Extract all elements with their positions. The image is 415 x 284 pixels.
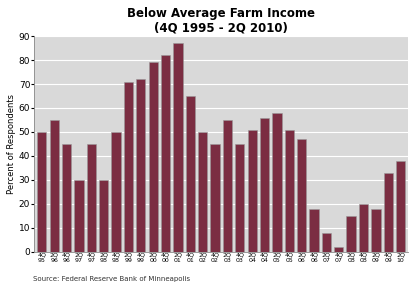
Bar [359,204,368,252]
Bar [149,62,158,252]
Bar [309,209,319,252]
Bar [383,173,393,252]
Y-axis label: Percent of Respondents: Percent of Respondents [7,94,16,194]
Bar [136,79,145,252]
Bar [161,55,170,252]
Bar [260,118,269,252]
Bar [235,144,244,252]
Bar [371,209,381,252]
Bar [198,132,208,252]
Bar [87,144,96,252]
Bar [347,216,356,252]
Title: Below Average Farm Income
(4Q 1995 - 2Q 2010): Below Average Farm Income (4Q 1995 - 2Q … [127,7,315,35]
Bar [223,120,232,252]
Bar [173,43,183,252]
Bar [74,180,83,252]
Bar [99,180,108,252]
Bar [396,161,405,252]
Bar [49,120,59,252]
Bar [186,96,195,252]
Bar [297,139,306,252]
Text: Source: Federal Reserve Bank of Minneapolis: Source: Federal Reserve Bank of Minneapo… [33,276,190,282]
Bar [62,144,71,252]
Bar [111,132,121,252]
Bar [272,113,281,252]
Bar [285,130,294,252]
Bar [210,144,220,252]
Bar [37,132,46,252]
Bar [124,82,133,252]
Bar [322,233,331,252]
Bar [334,247,343,252]
Bar [247,130,257,252]
